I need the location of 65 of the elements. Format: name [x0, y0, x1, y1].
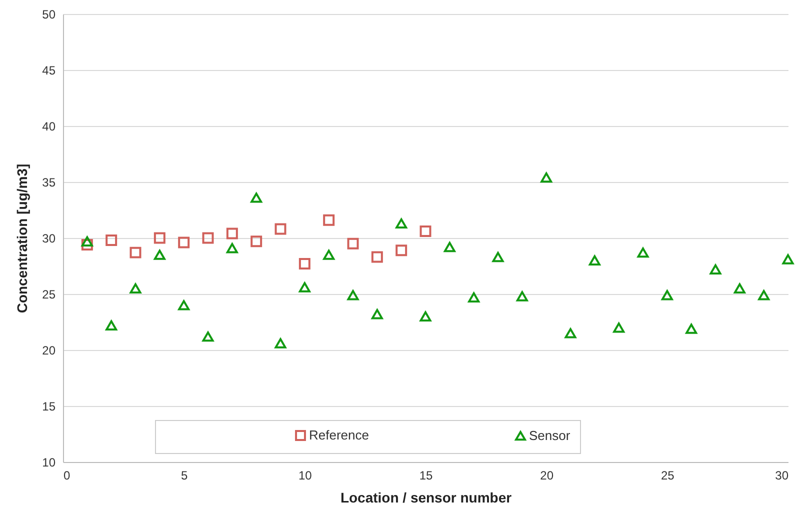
x-tick-label: 0	[64, 468, 70, 482]
point	[468, 292, 480, 302]
y-tick-label: 25	[42, 288, 56, 302]
legend-label: Reference	[309, 428, 369, 443]
point	[613, 322, 625, 333]
point	[202, 331, 214, 342]
legend-label: Sensor	[529, 428, 571, 443]
y-axis-title: Concentration [ug/m3]	[14, 164, 30, 314]
x-tick-label: 5	[180, 468, 188, 482]
point	[492, 252, 504, 262]
point	[226, 242, 238, 254]
point	[81, 238, 93, 250]
y-tick-label: 15	[42, 400, 56, 414]
point	[106, 320, 118, 330]
y-tick-label: 40	[42, 120, 56, 134]
point	[637, 247, 649, 258]
point	[298, 282, 310, 292]
y-tick-label: 35	[42, 176, 56, 190]
point	[347, 238, 359, 250]
point	[734, 283, 746, 294]
point	[686, 324, 698, 334]
point	[371, 309, 383, 320]
point	[178, 300, 190, 310]
x-tick-label: 20	[540, 468, 554, 482]
point	[106, 234, 118, 246]
point	[371, 251, 383, 263]
point	[516, 291, 528, 302]
point	[347, 290, 359, 300]
point	[323, 250, 335, 260]
x-tick-label: 15	[419, 468, 433, 482]
y-tick-label: 45	[42, 64, 56, 78]
x-tick-label: 10	[298, 468, 312, 482]
point	[226, 228, 238, 240]
point	[202, 232, 214, 244]
point	[661, 290, 673, 300]
point	[130, 283, 142, 294]
point	[540, 172, 552, 183]
point	[444, 242, 456, 252]
point	[420, 311, 432, 322]
point	[564, 328, 576, 338]
point	[420, 226, 432, 238]
point	[588, 255, 600, 266]
point	[758, 290, 770, 300]
x-axis-title: Location / sensor number	[340, 490, 512, 506]
point	[130, 246, 142, 258]
y-tick-label: 50	[42, 8, 56, 22]
point	[274, 338, 286, 348]
point	[323, 214, 335, 226]
y-tick-label: 30	[42, 232, 56, 246]
point	[154, 250, 166, 260]
point	[396, 218, 408, 229]
point	[81, 236, 93, 246]
y-tick-label: 10	[42, 456, 56, 470]
x-tick-label: 30	[775, 468, 789, 482]
point	[178, 236, 190, 248]
point	[396, 244, 408, 256]
point	[154, 232, 166, 244]
x-tick-label: 25	[660, 468, 675, 482]
y-tick-label: 20	[42, 344, 56, 358]
point	[298, 258, 310, 270]
point	[710, 264, 722, 274]
point	[782, 254, 794, 264]
point	[250, 192, 262, 203]
point	[250, 236, 262, 248]
point	[274, 223, 286, 235]
